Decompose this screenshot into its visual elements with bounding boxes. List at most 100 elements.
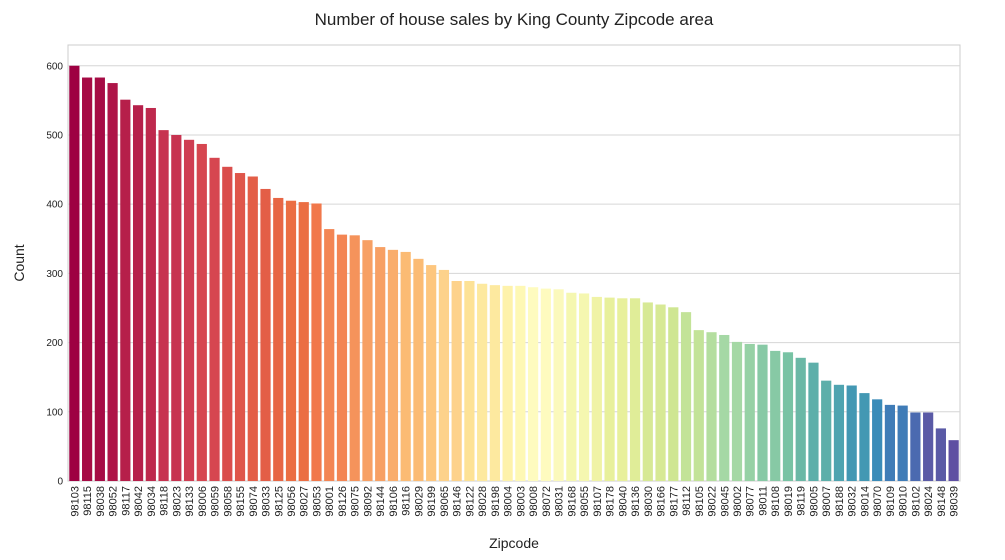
bar <box>782 352 794 481</box>
bar <box>859 393 870 481</box>
x-tick-label: 98148 <box>936 486 948 517</box>
bar <box>680 312 692 481</box>
x-tick-label: 98177 <box>668 486 680 517</box>
bar <box>655 304 666 481</box>
x-tick-label: 98133 <box>184 486 196 517</box>
bar <box>336 234 348 481</box>
x-tick-label: 98039 <box>949 486 961 517</box>
y-tick-label: 600 <box>46 61 63 72</box>
x-tick-label: 98053 <box>311 486 323 517</box>
x-tick-label: 98115 <box>82 486 94 516</box>
x-tick-label: 98199 <box>426 486 438 517</box>
bar <box>770 350 781 481</box>
x-tick-label: 98198 <box>490 486 502 517</box>
bar <box>413 258 424 481</box>
x-tick-label: 98075 <box>350 486 362 517</box>
x-tick-label: 98117 <box>120 486 132 516</box>
bar <box>400 251 411 481</box>
x-tick-label: 98032 <box>847 486 859 517</box>
bar <box>132 105 144 481</box>
chart-title: Number of house sales by King County Zip… <box>315 10 714 29</box>
x-tick-label: 98031 <box>554 486 566 517</box>
bar <box>884 404 896 481</box>
bar <box>285 200 297 481</box>
x-tick-label: 98011 <box>757 486 769 516</box>
x-tick-label: 98109 <box>885 486 897 517</box>
bar <box>107 83 118 482</box>
x-tick-label: 98146 <box>452 486 464 517</box>
x-tick-label: 98118 <box>159 486 171 516</box>
bar <box>668 307 679 481</box>
x-tick-label: 98034 <box>146 486 158 517</box>
bar <box>795 357 806 481</box>
x-tick-label: 98052 <box>108 486 120 517</box>
x-tick-label: 98028 <box>477 486 489 517</box>
bar <box>528 287 539 481</box>
x-tick-label: 98003 <box>515 486 527 517</box>
x-tick-labels: 98103 98115 98038 98052 98117 98042 98034 98118… <box>69 486 960 517</box>
x-tick-label: 98092 <box>362 486 374 517</box>
x-tick-label: 98001 <box>324 486 336 517</box>
bar <box>273 197 284 481</box>
bar <box>222 166 233 482</box>
bar <box>591 296 602 481</box>
y-tick-label: 0 <box>57 477 63 488</box>
bar <box>731 341 743 481</box>
x-tick-label: 98102 <box>910 486 922 517</box>
x-tick-label: 98178 <box>605 486 617 517</box>
bar <box>706 332 717 481</box>
x-tick-label: 98006 <box>197 486 209 517</box>
x-tick-label: 98002 <box>732 486 744 517</box>
bar <box>145 107 156 481</box>
bar <box>298 202 309 481</box>
bar <box>553 289 564 481</box>
bar <box>808 362 819 481</box>
x-tick-label: 98019 <box>783 486 795 517</box>
x-tick-label: 98188 <box>834 486 846 517</box>
x-tick-label: 98144 <box>375 486 387 517</box>
x-tick-label: 98106 <box>388 486 400 517</box>
bar <box>578 293 590 481</box>
bar <box>209 157 220 482</box>
x-tick-label: 98033 <box>261 486 273 517</box>
x-tick-label: 98056 <box>286 486 298 517</box>
bar <box>923 412 934 481</box>
bar <box>387 249 399 481</box>
y-tick-label: 500 <box>46 130 63 141</box>
x-tick-label: 98077 <box>745 486 757 517</box>
bar <box>451 280 462 481</box>
bar <box>311 203 322 481</box>
x-tick-label: 98010 <box>898 486 910 517</box>
bar <box>821 380 832 481</box>
x-tick-label: 98074 <box>248 486 260 517</box>
x-tick-label: 98029 <box>413 486 425 517</box>
x-tick-label: 98166 <box>656 486 668 517</box>
bar <box>948 440 959 481</box>
bars <box>69 65 959 482</box>
bar <box>324 229 335 481</box>
y-tick-label: 100 <box>46 407 63 418</box>
bar <box>642 302 653 481</box>
x-tick-label: 98125 <box>273 486 285 517</box>
x-tick-label: 98065 <box>439 486 451 517</box>
bar <box>515 285 526 481</box>
x-tick-label: 98042 <box>133 486 145 517</box>
x-tick-label: 98030 <box>643 486 655 517</box>
bar <box>935 428 946 481</box>
bar <box>82 77 93 482</box>
x-axis-label: Zipcode <box>489 535 539 551</box>
bar <box>897 405 908 481</box>
bar <box>719 334 730 481</box>
bar <box>833 384 845 481</box>
bar <box>171 134 182 481</box>
bar <box>196 143 207 481</box>
bar <box>502 285 513 481</box>
bar <box>120 99 131 481</box>
x-tick-label: 98005 <box>808 486 820 517</box>
x-tick-label: 98072 <box>541 486 553 517</box>
bar <box>464 280 475 481</box>
x-tick-label: 98058 <box>222 486 234 517</box>
y-tick-label: 300 <box>46 269 63 280</box>
x-tick-label: 98055 <box>579 486 591 517</box>
